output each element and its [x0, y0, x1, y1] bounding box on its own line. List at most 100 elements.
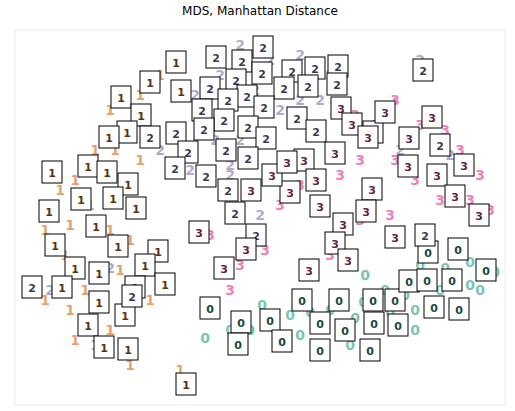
- thumbnail-digit: 2: [334, 61, 342, 74]
- thumbnail-digit: 3: [247, 185, 255, 198]
- thumbnail-digit: 0: [423, 275, 431, 288]
- thumbnail-frame: [260, 309, 280, 331]
- thumbnail-frame: [252, 62, 272, 84]
- thumbnail-digit: 1: [124, 179, 132, 192]
- thumbnail-digit: 1: [117, 92, 125, 105]
- thumbnail-digit: 3: [460, 160, 468, 173]
- thumbnail-frame: [442, 269, 462, 291]
- thumbnail-frame: [329, 289, 349, 311]
- thumbnail-digit: 1: [161, 279, 169, 292]
- thumbnail-digit: 2: [244, 153, 252, 166]
- thumbnail: 0: [310, 312, 330, 334]
- plot-frame: [15, 30, 505, 405]
- thumbnail-digit: 0: [234, 339, 242, 352]
- thumbnail-frame: [298, 75, 318, 97]
- thumbnail: 1: [89, 291, 109, 313]
- thumbnail-digit: 2: [421, 230, 429, 243]
- thumbnail-digit: 1: [105, 132, 113, 145]
- thumbnail-frame: [236, 238, 256, 260]
- thumbnail-digit: 1: [137, 110, 145, 123]
- thumbnail-digit: 2: [222, 145, 230, 158]
- thumbnail: 0: [364, 312, 384, 334]
- thumbnail: 0: [335, 319, 355, 341]
- thumbnail: 2: [415, 224, 435, 246]
- thumbnail: 1: [45, 234, 65, 256]
- thumbnail-frame: [206, 46, 226, 68]
- thumbnail: 3: [454, 154, 474, 176]
- thumbnail-digit: 0: [424, 247, 432, 260]
- thumbnail-digit: 1: [92, 221, 100, 234]
- point: 2: [185, 162, 195, 178]
- thumbnail-digit: 2: [224, 185, 232, 198]
- thumbnail-digit: 0: [335, 295, 343, 308]
- thumbnail: 2: [256, 127, 276, 149]
- thumbnail-frame: [89, 291, 109, 313]
- thumbnail-digit: 0: [482, 265, 490, 278]
- thumbnail-digit: 0: [454, 244, 462, 257]
- thumbnail-digit: 0: [266, 315, 274, 328]
- thumbnail-digit: 3: [475, 210, 483, 223]
- thumbnail-frame: [45, 234, 65, 256]
- thumbnail-digit: 2: [333, 79, 341, 92]
- thumbnail-digit: 1: [123, 127, 131, 140]
- thumbnail-digit: 2: [244, 122, 252, 135]
- thumbnail-frame: [140, 71, 160, 93]
- thumbnail: 0: [476, 259, 496, 281]
- thumbnail: 3: [189, 221, 209, 243]
- thumbnail-digit: 3: [305, 265, 313, 278]
- thumbnail: 0: [231, 311, 251, 333]
- thumbnail: 1: [78, 155, 98, 177]
- thumbnail-frame: [238, 147, 258, 169]
- thumbnail-digit: 3: [405, 133, 413, 146]
- thumbnail: 3: [214, 257, 234, 279]
- thumbnail: 3: [469, 204, 489, 226]
- thumbnail-digit: 0: [298, 295, 306, 308]
- thumbnail-digit: 2: [28, 282, 36, 295]
- thumbnail-digit: 1: [100, 342, 108, 355]
- thumbnail-frame: [356, 200, 376, 222]
- thumbnail-digit: 1: [182, 379, 190, 392]
- thumbnail-frame: [176, 373, 196, 395]
- thumbnail-frame: [422, 106, 442, 128]
- thumbnail-digit: 2: [224, 95, 232, 108]
- thumbnail-frame: [454, 154, 474, 176]
- thumbnail-frame: [238, 116, 258, 138]
- thumbnail-digit: 0: [448, 275, 456, 288]
- point: 1: [65, 302, 75, 318]
- thumbnail: 0: [399, 270, 419, 292]
- thumbnail-digit: 0: [455, 304, 463, 317]
- point: 0: [295, 327, 305, 343]
- thumbnail: 3: [375, 101, 395, 123]
- thumbnail-digit: 2: [171, 163, 179, 176]
- thumbnail-frame: [415, 224, 435, 246]
- thumbnail: 1: [135, 254, 155, 276]
- thumbnail-digit: 0: [430, 302, 438, 315]
- thumbnail-digit: 3: [331, 148, 339, 161]
- thumbnail-frame: [117, 121, 137, 143]
- thumbnail: 3: [362, 178, 382, 200]
- thumbnail-frame: [140, 126, 160, 148]
- thumbnail: 0: [363, 289, 383, 311]
- thumbnail-frame: [155, 273, 175, 295]
- thumbnail-digit: 3: [362, 206, 370, 219]
- thumbnail-frame: [126, 197, 146, 219]
- thumbnail-frame: [165, 157, 185, 179]
- thumbnail-frame: [253, 36, 273, 58]
- thumbnail-digit: 2: [146, 132, 154, 145]
- thumbnail-digit: 1: [172, 57, 180, 70]
- thumbnail-frame: [388, 314, 408, 336]
- thumbnail: 2: [254, 96, 274, 118]
- thumbnail: 1: [52, 276, 72, 298]
- thumbnail-frame: [103, 187, 123, 209]
- thumbnail: 3: [310, 195, 330, 217]
- thumbnail-frame: [272, 330, 292, 352]
- thumbnail-frame: [476, 259, 496, 281]
- thumbnail-digit: 3: [242, 244, 250, 257]
- thumbnail-digit: 3: [344, 255, 352, 268]
- thumbnail-digit: 3: [404, 161, 412, 174]
- thumbnail-frame: [135, 254, 155, 276]
- thumbnail: 1: [111, 86, 131, 108]
- thumbnail: 2: [218, 179, 238, 201]
- thumbnail-frame: [256, 127, 276, 149]
- thumbnail: 3: [236, 238, 256, 260]
